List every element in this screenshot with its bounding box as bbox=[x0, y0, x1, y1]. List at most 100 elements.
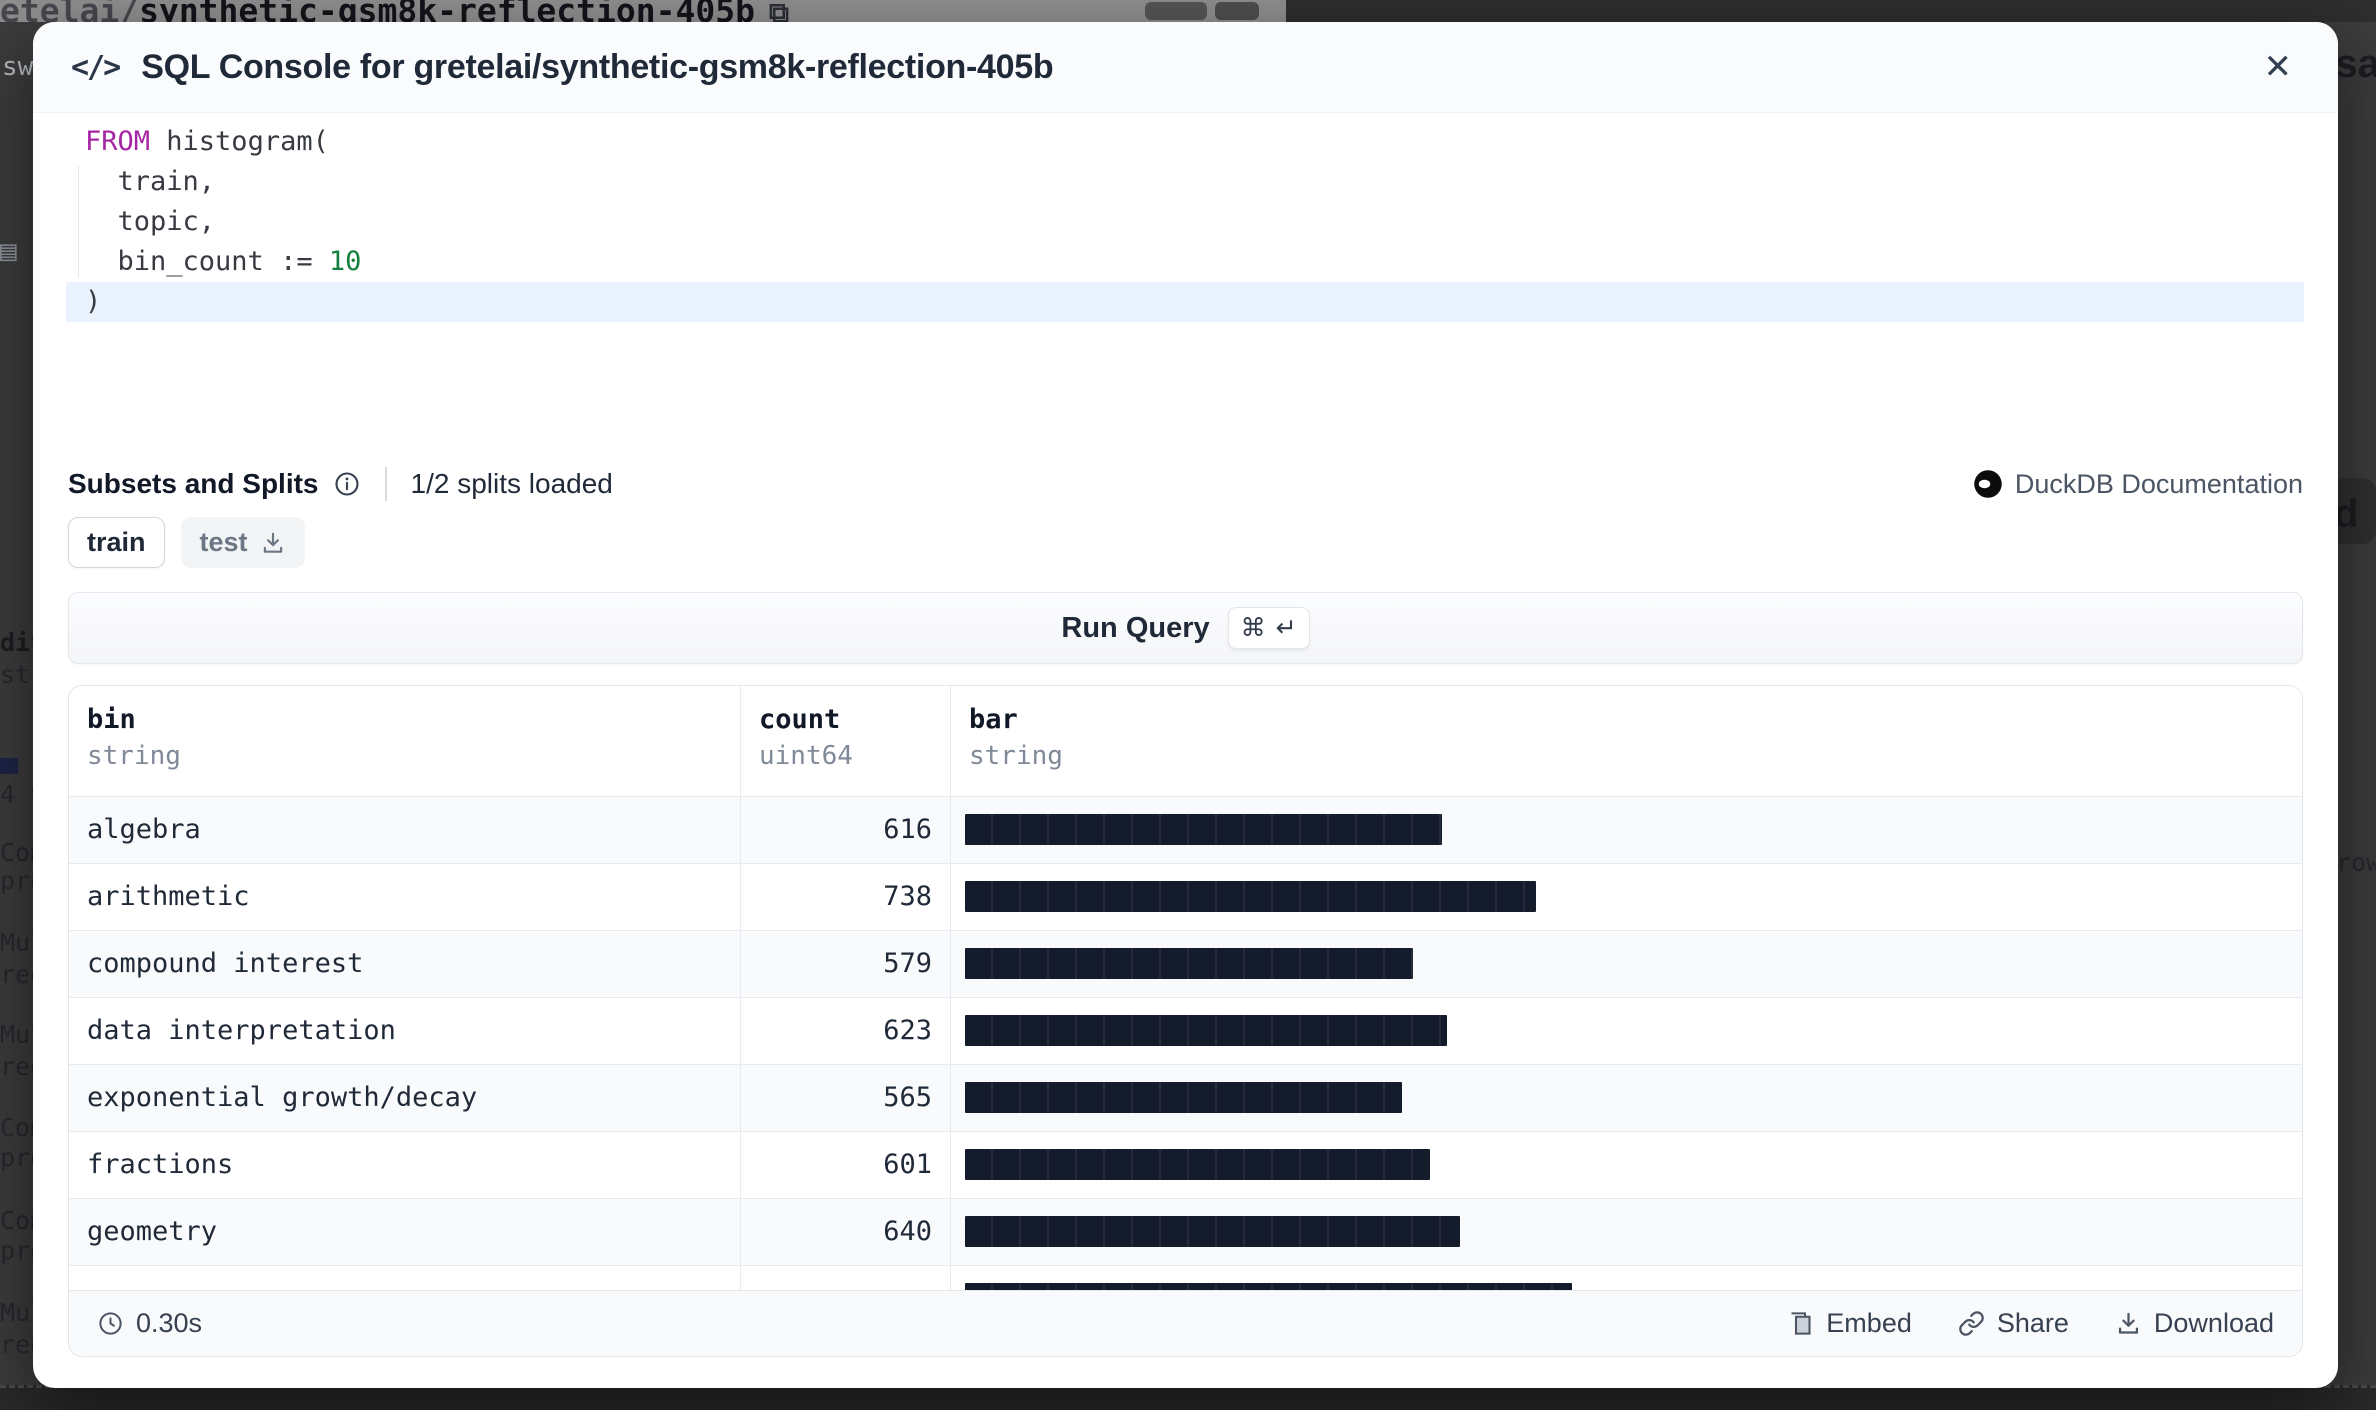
bin-cell: arithmetic bbox=[69, 863, 741, 930]
code-token: 10 bbox=[328, 246, 362, 277]
histogram-bar bbox=[965, 881, 1536, 913]
tab-test[interactable]: test bbox=[180, 517, 305, 568]
bar-cell bbox=[951, 1266, 2302, 1291]
code-token: topic, bbox=[85, 206, 216, 237]
count-cell: 738 bbox=[741, 863, 951, 930]
bin-cell: data interpretation bbox=[69, 997, 741, 1064]
code-token: ) bbox=[85, 286, 102, 317]
embed-icon bbox=[1791, 1312, 1811, 1335]
sql-editor[interactable]: FROM histogram( train, topic, bin_count … bbox=[33, 122, 2338, 322]
histogram-bar bbox=[965, 814, 1442, 846]
background-page-header-dark bbox=[1286, 0, 2376, 22]
code-line[interactable]: ) bbox=[66, 282, 2304, 322]
count-cell: 640 bbox=[741, 1198, 951, 1265]
splits-loaded-status: 1/2 splits loaded bbox=[410, 468, 613, 499]
histogram-bar bbox=[965, 1216, 1460, 1248]
cmd-key-icon: ⌘ bbox=[1240, 614, 1266, 642]
subsets-splits-heading: Subsets and Splits bbox=[68, 468, 319, 499]
table-row: geometry 640 bbox=[69, 1198, 2302, 1266]
count-cell: 623 bbox=[741, 997, 951, 1064]
histogram-bar bbox=[965, 1283, 1572, 1291]
table-footer: 0.30s Embed Share bbox=[69, 1290, 2302, 1356]
bar-cell bbox=[951, 998, 2302, 1064]
query-duration: 0.30s bbox=[97, 1308, 202, 1339]
background-fragment: d bbox=[2334, 492, 2359, 536]
histogram-bar bbox=[965, 1149, 1430, 1181]
sql-console-modal: </> SQL Console for gretelai/synthetic-g… bbox=[33, 22, 2338, 1388]
bin-cell: geometry bbox=[69, 1198, 741, 1265]
background-fragment: sw bbox=[2, 52, 34, 82]
background-pill bbox=[1215, 2, 1259, 20]
tab-train[interactable]: train bbox=[68, 517, 165, 568]
code-token: bin_count := bbox=[85, 246, 329, 277]
count-cell: 579 bbox=[741, 930, 951, 997]
table-row: compound interest 579 bbox=[69, 930, 2302, 998]
divider bbox=[384, 467, 387, 501]
run-query-label: Run Query bbox=[1061, 611, 1210, 644]
bin-cell: compound interest bbox=[69, 930, 741, 997]
keyboard-shortcut-badge: ⌘ ↵ bbox=[1227, 607, 1310, 649]
bin-cell bbox=[69, 1265, 741, 1291]
share-button[interactable]: Share bbox=[1958, 1308, 2069, 1339]
modal-title: SQL Console for gretelai/synthetic-gsm8k… bbox=[141, 47, 1054, 86]
code-line[interactable]: train, bbox=[66, 162, 2304, 202]
copy-icon: ⧉ bbox=[768, 0, 789, 22]
background-dataset-title: synthetic-gsm8k-reflection-405b bbox=[139, 0, 755, 22]
table-row: exponential growth/decay 565 bbox=[69, 1064, 2302, 1132]
subsets-splits-row: Subsets and Splits 1/2 splits loaded Duc… bbox=[68, 462, 2303, 506]
split-tabs: train test bbox=[68, 515, 2303, 570]
count-cell: 616 bbox=[741, 796, 951, 863]
bar-cell bbox=[951, 1199, 2302, 1265]
column-header-count[interactable]: count uint64 bbox=[741, 686, 951, 796]
bin-cell: exponential growth/decay bbox=[69, 1064, 741, 1131]
duckdb-documentation-link[interactable]: DuckDB Documentation bbox=[1973, 469, 2303, 500]
bar-cell bbox=[951, 931, 2302, 997]
column-header-bar[interactable]: bar string bbox=[969, 704, 1063, 771]
table-row: data interpretation 623 bbox=[69, 997, 2302, 1065]
background-page-footer bbox=[0, 1385, 2376, 1410]
download-button[interactable]: Download bbox=[2115, 1308, 2274, 1339]
bin-cell: algebra bbox=[69, 796, 741, 863]
download-icon bbox=[2118, 1312, 2138, 1334]
code-line[interactable]: FROM histogram( bbox=[66, 122, 2304, 162]
run-query-button[interactable]: Run Query ⌘ ↵ bbox=[68, 592, 2303, 664]
embed-button[interactable]: Embed bbox=[1787, 1308, 1912, 1339]
background-fragment: row bbox=[2336, 848, 2376, 877]
bin-cell: fractions bbox=[69, 1131, 741, 1198]
table-row: fractions 601 bbox=[69, 1131, 2302, 1199]
code-line[interactable]: bin_count := 10 bbox=[66, 242, 2304, 282]
table-row: algebra 616 bbox=[69, 796, 2302, 864]
code-icon: </> bbox=[71, 49, 121, 85]
table-row bbox=[69, 1265, 2302, 1291]
count-cell: 601 bbox=[741, 1131, 951, 1198]
code-token: histogram( bbox=[150, 126, 329, 157]
background-pill bbox=[1145, 2, 1207, 20]
background-selection-chip bbox=[0, 758, 18, 774]
info-icon[interactable] bbox=[333, 470, 361, 498]
bar-cell bbox=[951, 1065, 2302, 1131]
share-link-icon bbox=[1959, 1311, 1984, 1336]
indent-guide bbox=[78, 166, 79, 278]
download-icon bbox=[263, 532, 282, 553]
count-cell bbox=[741, 1265, 951, 1291]
clock-icon bbox=[99, 1312, 122, 1335]
column-header-bin[interactable]: bin string bbox=[69, 686, 741, 796]
histogram-bar bbox=[965, 948, 1413, 980]
duckdb-logo-icon bbox=[1974, 470, 2002, 498]
code-token: FROM bbox=[85, 126, 151, 157]
modal-header: </> SQL Console for gretelai/synthetic-g… bbox=[33, 22, 2338, 113]
close-icon[interactable]: ✕ bbox=[2263, 48, 2293, 86]
background-breadcrumb: etelai/ bbox=[0, 0, 140, 22]
histogram-bar bbox=[965, 1015, 1447, 1047]
code-line[interactable]: topic, bbox=[66, 202, 2304, 242]
count-cell: 565 bbox=[741, 1064, 951, 1131]
table-body: algebra 616 arithmetic 738 compound interest… bbox=[69, 796, 2302, 1291]
enter-key-icon: ↵ bbox=[1275, 614, 1297, 642]
table-row: arithmetic 738 bbox=[69, 863, 2302, 931]
histogram-bar bbox=[965, 1082, 1402, 1114]
bar-cell bbox=[951, 864, 2302, 930]
table-header: bin string count uint64 bar string bbox=[69, 686, 2302, 797]
code-token: train, bbox=[85, 166, 216, 197]
bar-cell bbox=[951, 1132, 2302, 1198]
bar-cell bbox=[951, 797, 2302, 863]
